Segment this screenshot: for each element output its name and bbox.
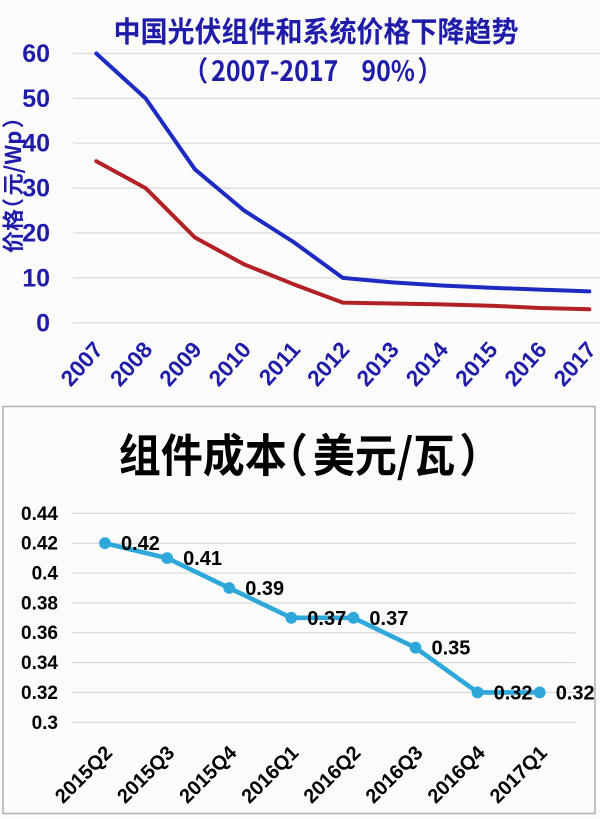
svg-text:0.34: 0.34	[21, 653, 58, 674]
svg-text:0.42: 0.42	[21, 534, 58, 555]
svg-text:0.4: 0.4	[32, 564, 59, 585]
svg-text:20: 20	[22, 220, 50, 248]
svg-text:60: 60	[22, 40, 50, 68]
svg-text:0.3: 0.3	[32, 713, 58, 734]
svg-text:40: 40	[22, 130, 50, 158]
svg-text:0.42: 0.42	[121, 533, 160, 555]
svg-text:50: 50	[22, 85, 50, 113]
svg-text:0.44: 0.44	[21, 504, 58, 525]
svg-text:0.32: 0.32	[494, 682, 533, 704]
svg-text:0.32: 0.32	[21, 683, 58, 704]
svg-text:0.38: 0.38	[21, 593, 58, 614]
svg-text:0.39: 0.39	[245, 578, 284, 600]
svg-text:0: 0	[36, 309, 50, 337]
svg-text:0.32: 0.32	[556, 682, 595, 704]
svg-text:30: 30	[22, 175, 50, 203]
svg-text:0.35: 0.35	[432, 638, 471, 660]
svg-text:0.41: 0.41	[183, 548, 222, 570]
svg-text:10: 10	[22, 264, 50, 292]
svg-text:0.36: 0.36	[21, 623, 58, 644]
svg-text:0.37: 0.37	[369, 608, 408, 630]
svg-text:0.37: 0.37	[307, 608, 346, 630]
